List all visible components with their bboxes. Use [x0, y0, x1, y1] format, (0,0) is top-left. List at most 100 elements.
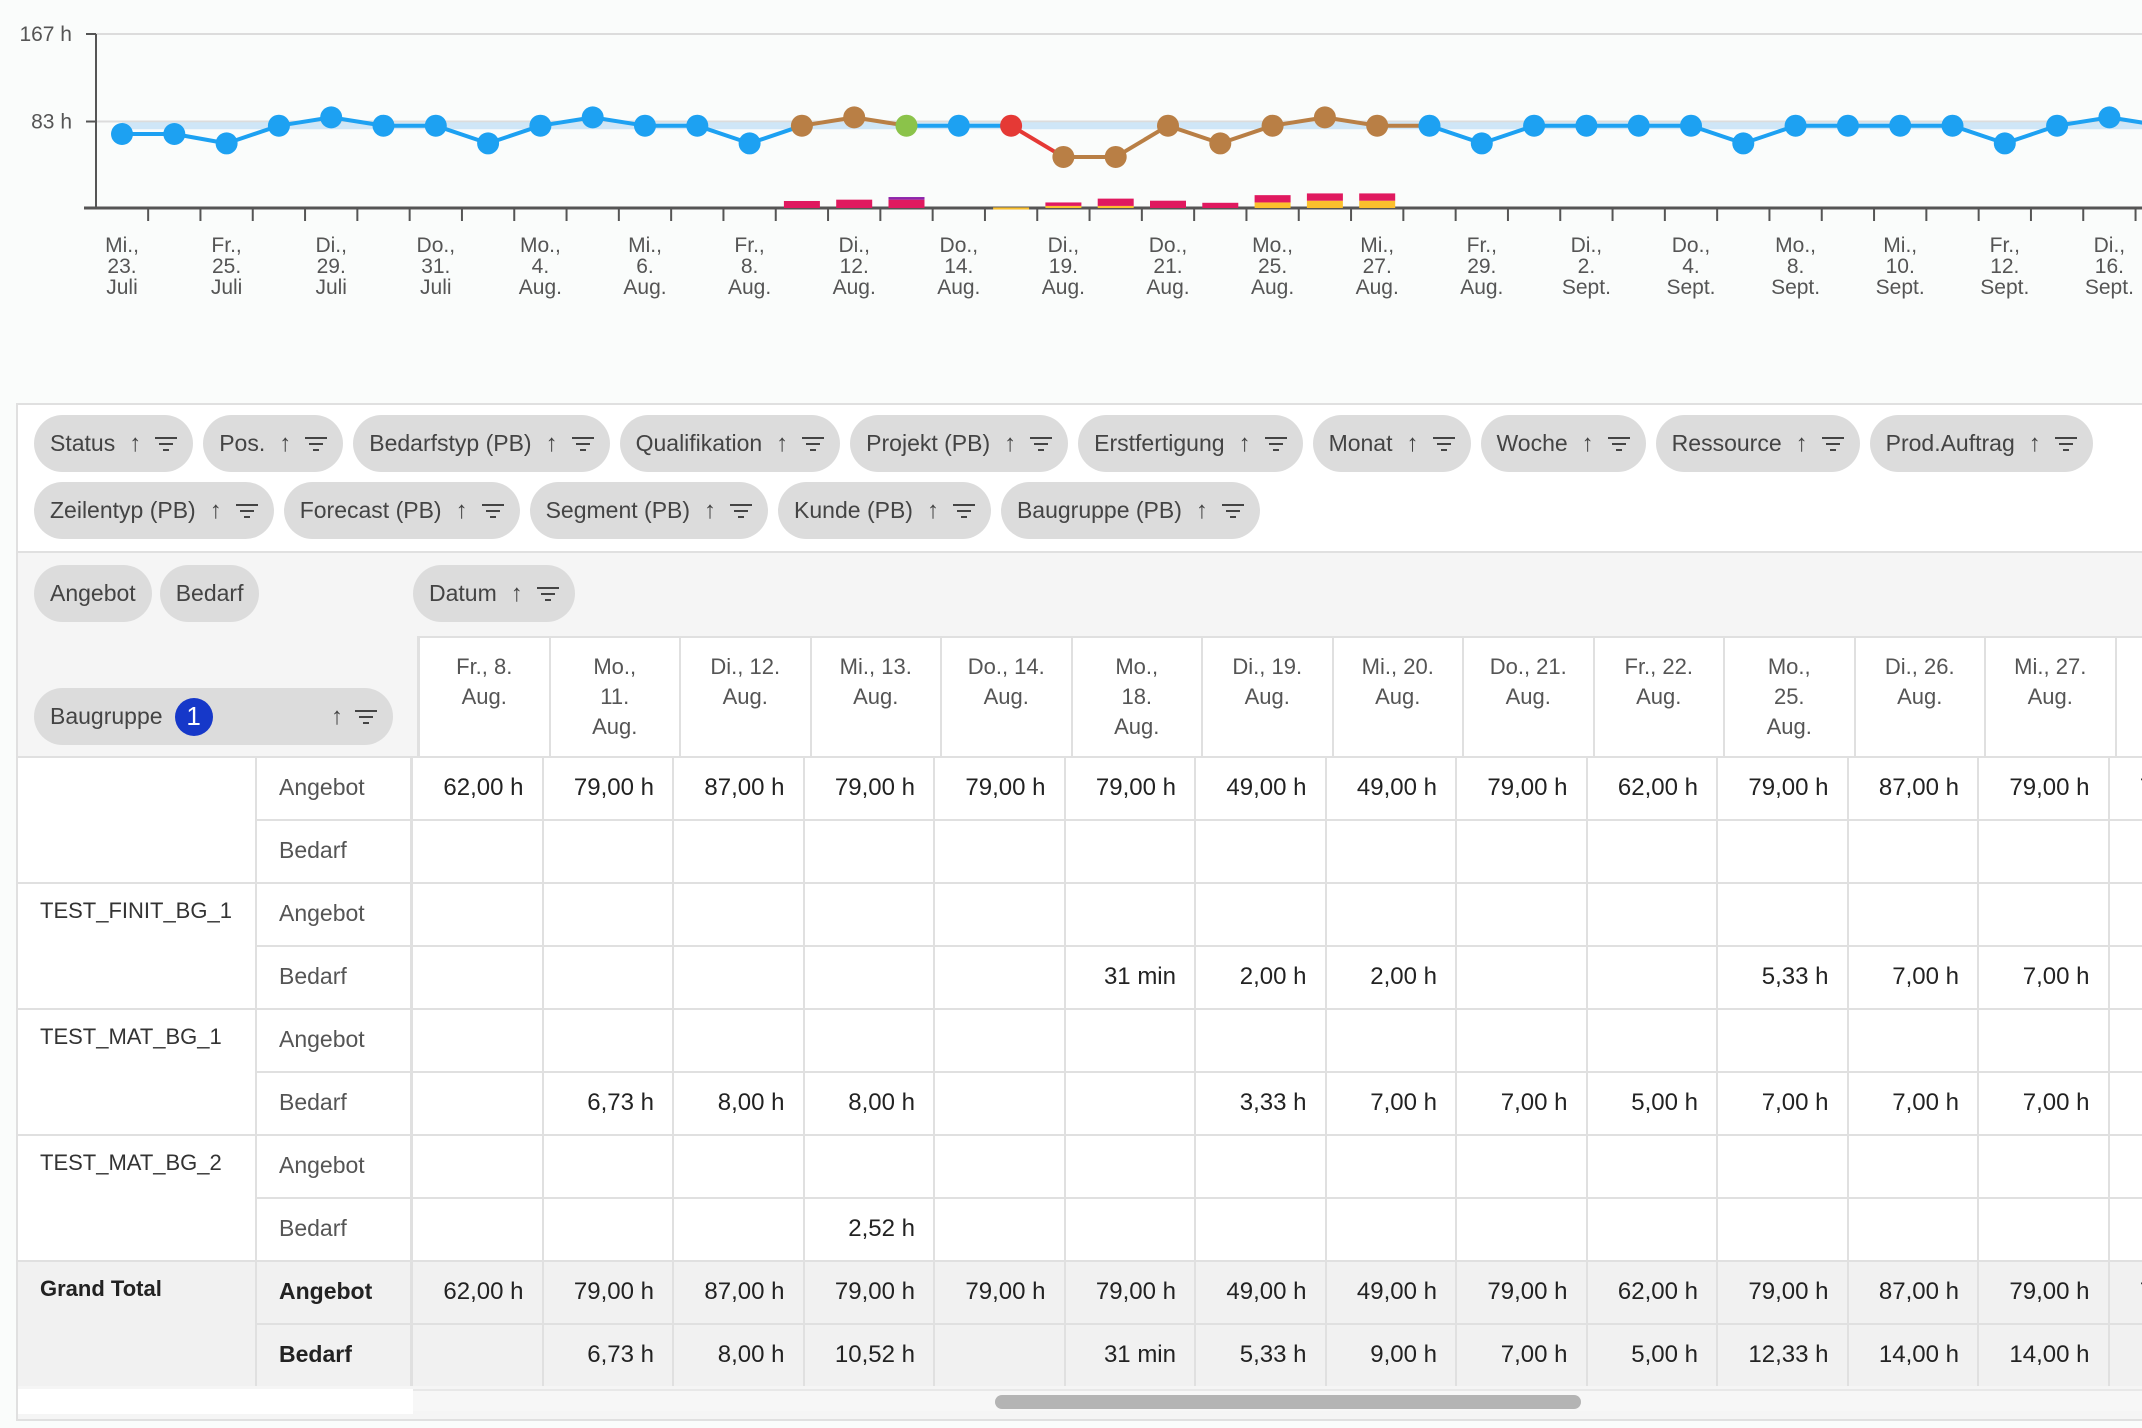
filter-chip-pos[interactable]: Pos. ↑	[203, 415, 344, 472]
value-cell[interactable]	[674, 1197, 805, 1260]
value-cell[interactable]: 79,00 h	[2110, 758, 2142, 819]
value-cell[interactable]: 9,00 h	[1326, 1323, 1457, 1386]
value-cell[interactable]: 79,00 h	[805, 758, 935, 819]
bedarf-bar-test_mat_bg_2[interactable]	[888, 197, 925, 200]
value-cell[interactable]: 79,00 h	[1066, 1262, 1196, 1323]
filter-icon[interactable]	[481, 503, 504, 518]
value-cell[interactable]	[1196, 1197, 1327, 1260]
value-cell[interactable]	[1718, 819, 1849, 882]
value-cell[interactable]	[1326, 819, 1457, 882]
value-cell[interactable]: 49,00 h	[1327, 1262, 1457, 1323]
value-cell[interactable]	[1587, 819, 1718, 882]
value-cell[interactable]	[2109, 1323, 2142, 1386]
filter-icon[interactable]	[235, 503, 258, 518]
value-cell[interactable]	[935, 945, 1066, 1008]
value-cell[interactable]: 8,00 h	[674, 1323, 805, 1386]
value-cell[interactable]	[2110, 884, 2142, 945]
value-cell[interactable]	[1718, 884, 1849, 945]
value-cell[interactable]: 79,00 h	[544, 1262, 674, 1323]
value-cell[interactable]	[1457, 1010, 1588, 1071]
angebot-point[interactable]	[738, 132, 761, 155]
value-cell[interactable]: 79,00 h	[1457, 758, 1588, 819]
bedarf-bar-test_finit_bg_1[interactable]	[1359, 200, 1396, 208]
bedarf-bar-test_mat_bg_1[interactable]	[836, 199, 873, 208]
value-cell[interactable]: 62,00 h	[1588, 758, 1718, 819]
filter-icon[interactable]	[802, 436, 825, 451]
angebot-point[interactable]	[320, 106, 343, 129]
sort-arrow-icon[interactable]: ↑	[545, 429, 558, 457]
value-cell[interactable]: 62,00 h	[413, 1262, 544, 1323]
sort-arrow-icon[interactable]: ↑	[1238, 429, 1251, 457]
value-cell[interactable]	[1065, 1071, 1196, 1134]
sort-arrow-icon[interactable]: ↑	[1195, 496, 1208, 524]
value-cell[interactable]	[1979, 819, 2110, 882]
value-cell[interactable]	[1196, 1010, 1327, 1071]
filter-chip-monat[interactable]: Monat ↑	[1312, 415, 1471, 472]
value-cell[interactable]: 8,00 h	[674, 1071, 805, 1134]
filter-chip-zeilentyp-pb[interactable]: Zeilentyp (PB) ↑	[34, 482, 274, 539]
value-cell[interactable]	[674, 884, 805, 945]
value-cell[interactable]: 7,00 h	[1326, 1071, 1457, 1134]
value-cell[interactable]	[1326, 1197, 1457, 1260]
bedarf-bar-test_finit_bg_1[interactable]	[993, 207, 1030, 210]
sort-arrow-icon[interactable]: ↑	[129, 429, 142, 457]
value-cell[interactable]: 2,00 h	[1326, 945, 1457, 1008]
sort-arrow-icon[interactable]: ↑	[2028, 429, 2041, 457]
sort-arrow-icon[interactable]: ↑	[1406, 429, 1419, 457]
angebot-point[interactable]	[895, 114, 918, 137]
value-cell[interactable]	[935, 1136, 1066, 1197]
filter-chip-kunde-pb[interactable]: Kunde (PB) ↑	[778, 482, 991, 539]
value-cell[interactable]	[1065, 1197, 1196, 1260]
value-chip-angebot[interactable]: Angebot	[34, 565, 152, 622]
value-cell[interactable]	[805, 1136, 935, 1197]
value-cell[interactable]	[413, 819, 544, 882]
bedarf-bar-test_finit_bg_1[interactable]	[1254, 202, 1291, 208]
angebot-point[interactable]	[1052, 145, 1075, 168]
angebot-point[interactable]	[163, 123, 186, 146]
value-cell[interactable]: 6,73 h	[543, 1323, 674, 1386]
angebot-point[interactable]	[111, 123, 133, 146]
value-cell[interactable]: 14,00 h	[1848, 1323, 1979, 1386]
angebot-point[interactable]	[1366, 114, 1389, 137]
value-cell[interactable]	[805, 1010, 935, 1071]
value-cell[interactable]	[935, 1071, 1066, 1134]
value-cell[interactable]: 87,00 h	[674, 758, 805, 819]
value-cell[interactable]: 31 min	[1065, 945, 1196, 1008]
value-cell[interactable]	[1327, 1136, 1457, 1197]
value-cell[interactable]: 79,00 h	[805, 1262, 935, 1323]
value-cell[interactable]	[1979, 1136, 2110, 1197]
filter-icon[interactable]	[155, 436, 178, 451]
filter-icon[interactable]	[952, 503, 975, 518]
value-cell[interactable]	[2109, 1197, 2142, 1260]
value-cell[interactable]	[413, 1010, 544, 1071]
value-cell[interactable]	[413, 1323, 544, 1386]
angebot-point[interactable]	[2098, 106, 2121, 129]
sort-arrow-icon[interactable]: ↑	[1004, 429, 1017, 457]
value-cell[interactable]: 79,00 h	[1718, 758, 1849, 819]
sort-arrow-icon[interactable]: ↑	[926, 496, 939, 524]
sort-arrow-icon[interactable]: ↑	[279, 429, 292, 457]
value-cell[interactable]	[1587, 945, 1718, 1008]
value-cell[interactable]	[1066, 884, 1196, 945]
value-cell[interactable]	[543, 819, 674, 882]
value-cell[interactable]	[1588, 1136, 1718, 1197]
value-cell[interactable]	[935, 884, 1066, 945]
bedarf-bar-test_mat_bg_1[interactable]	[1150, 200, 1186, 208]
value-cell[interactable]	[674, 1136, 805, 1197]
angebot-point[interactable]	[1784, 114, 1807, 137]
filter-chip-ressource[interactable]: Ressource ↑	[1655, 415, 1860, 472]
value-cell[interactable]	[935, 1323, 1066, 1386]
value-cell[interactable]: 5,33 h	[1718, 945, 1849, 1008]
bedarf-bar-test_mat_bg_1[interactable]	[1254, 195, 1291, 203]
filter-chip-baugruppe-pb[interactable]: Baugruppe (PB) ↑	[1000, 482, 1260, 539]
value-cell[interactable]: 49,00 h	[1196, 1262, 1327, 1323]
value-cell[interactable]	[1588, 1010, 1718, 1071]
value-cell[interactable]: 5,00 h	[1587, 1071, 1718, 1134]
angebot-point[interactable]	[843, 106, 866, 129]
angebot-point[interactable]	[1261, 114, 1284, 137]
value-cell[interactable]	[1979, 1197, 2110, 1260]
value-cell[interactable]	[1196, 1136, 1327, 1197]
value-cell[interactable]	[1718, 1010, 1849, 1071]
value-cell[interactable]	[674, 819, 805, 882]
value-cell[interactable]	[1849, 884, 1979, 945]
